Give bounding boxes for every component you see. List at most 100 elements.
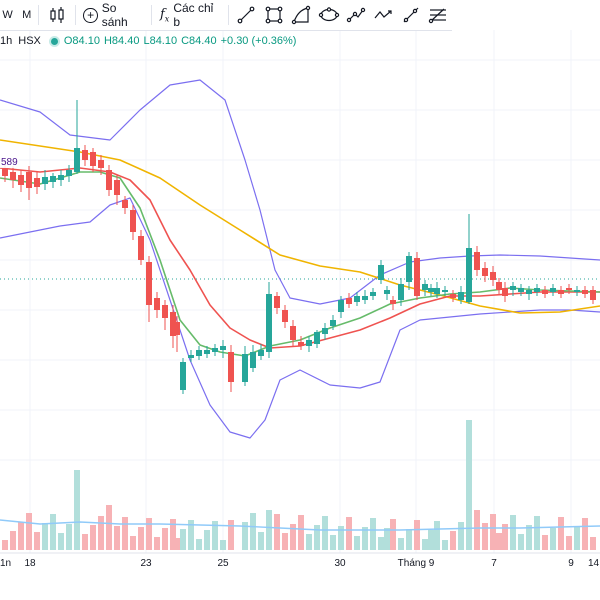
- candle-body: [42, 177, 48, 184]
- candle-body: [298, 342, 304, 346]
- volume-bar: [346, 517, 352, 550]
- volume-bar: [378, 537, 384, 550]
- candle-body: [370, 292, 376, 296]
- candle-body: [188, 355, 194, 358]
- time-axis[interactable]: 1n 18 23 25 30 Tháng 9 7 9 14:: [0, 555, 600, 573]
- fx-icon: fx: [159, 6, 170, 24]
- polyline-icon[interactable]: [370, 0, 397, 30]
- candle-body: [378, 265, 384, 280]
- ellipse-icon[interactable]: [315, 0, 342, 30]
- trend-line-icon[interactable]: [233, 0, 260, 30]
- candle-body: [2, 168, 8, 176]
- volume-bar: [66, 524, 72, 550]
- volume-bar: [274, 514, 280, 550]
- candle-body: [466, 248, 472, 302]
- legend-close: C84.40: [181, 35, 217, 47]
- candle-body: [558, 290, 564, 294]
- candle-body: [18, 175, 24, 185]
- volume-bar: [26, 513, 32, 550]
- candle-body: [258, 350, 264, 356]
- candle-body: [106, 170, 112, 190]
- volume-bar: [306, 534, 312, 550]
- volume-bar: [220, 540, 226, 550]
- legend-interval: 1h: [0, 35, 13, 47]
- volume-bar: [422, 539, 428, 550]
- bollinger-lower-line: [0, 197, 600, 439]
- volume-bar: [154, 537, 160, 550]
- candle-body: [510, 286, 516, 290]
- market-status-icon: [50, 37, 58, 45]
- candle-body: [266, 294, 272, 352]
- candle-body: [542, 290, 548, 294]
- volume-bar: [228, 520, 234, 550]
- plus-circle-icon: +: [83, 7, 98, 23]
- volume-bar: [482, 523, 488, 550]
- toolbar-divider: [74, 5, 76, 25]
- candle-body: [170, 312, 176, 336]
- volume-bar: [398, 538, 404, 550]
- volume-bar: [266, 510, 272, 550]
- volume-bar: [442, 540, 448, 550]
- candle-body: [384, 290, 390, 294]
- indicators-button[interactable]: fx Các chỉ b: [156, 0, 224, 30]
- candle-body: [34, 178, 40, 187]
- candle-body: [414, 258, 420, 296]
- volume-bar: [196, 539, 202, 550]
- candle-body: [58, 175, 64, 180]
- ray-icon[interactable]: [397, 0, 424, 30]
- indicator-lines: [0, 79, 600, 531]
- candle-body: [496, 282, 502, 290]
- candle-body: [406, 256, 412, 282]
- candle-body: [550, 288, 556, 292]
- candle-body: [526, 290, 532, 294]
- volume-bar: [174, 538, 180, 550]
- candle-body: [66, 170, 72, 176]
- time-axis-tick: 18: [24, 558, 36, 569]
- volume-bar: [490, 514, 496, 550]
- volume-bar: [18, 522, 24, 550]
- compare-label: So sánh: [101, 1, 128, 29]
- path-icon[interactable]: [342, 0, 369, 30]
- toolbar-divider: [38, 5, 40, 25]
- fib-icon[interactable]: [425, 0, 452, 30]
- volume-bar: [282, 533, 288, 550]
- candles-icon[interactable]: [43, 0, 70, 30]
- interval-w-button[interactable]: W: [2, 9, 13, 21]
- arc-icon[interactable]: [288, 0, 315, 30]
- time-axis-tick: Tháng 9: [397, 558, 435, 569]
- candle-body: [212, 348, 218, 352]
- compare-button[interactable]: + So sánh: [79, 0, 147, 30]
- candle-body: [582, 290, 588, 294]
- volume-bar: [354, 536, 360, 550]
- candle-body: [474, 252, 480, 270]
- toolbar-divider: [227, 5, 229, 25]
- rectangle-icon[interactable]: [260, 0, 287, 30]
- candle-body: [98, 160, 104, 168]
- candle-body: [26, 172, 32, 188]
- candle-body: [274, 296, 280, 308]
- volume-bar: [390, 519, 396, 550]
- candle-body: [250, 352, 256, 368]
- volume-bar: [518, 534, 524, 550]
- volume-bar: [362, 527, 368, 550]
- volume-bar: [534, 516, 540, 550]
- candle-body: [174, 322, 180, 335]
- candle-body: [196, 350, 202, 356]
- bollinger-upper-line: [0, 79, 600, 305]
- volume-ma-line: [0, 519, 600, 531]
- candle-body: [422, 284, 428, 290]
- candle-body: [180, 362, 186, 390]
- ma-slow-line: [0, 139, 600, 314]
- candle-body: [362, 296, 368, 300]
- volume-bar: [370, 518, 376, 550]
- volume-bar: [170, 519, 176, 550]
- volume-bar: [162, 528, 168, 550]
- candle-body: [534, 288, 540, 292]
- candle-body: [122, 200, 128, 208]
- candle-body: [290, 326, 296, 340]
- interval-m-button[interactable]: M: [22, 9, 32, 21]
- volume-bar: [290, 524, 296, 550]
- time-axis-tick: 23: [140, 558, 152, 569]
- candle-body: [518, 288, 524, 292]
